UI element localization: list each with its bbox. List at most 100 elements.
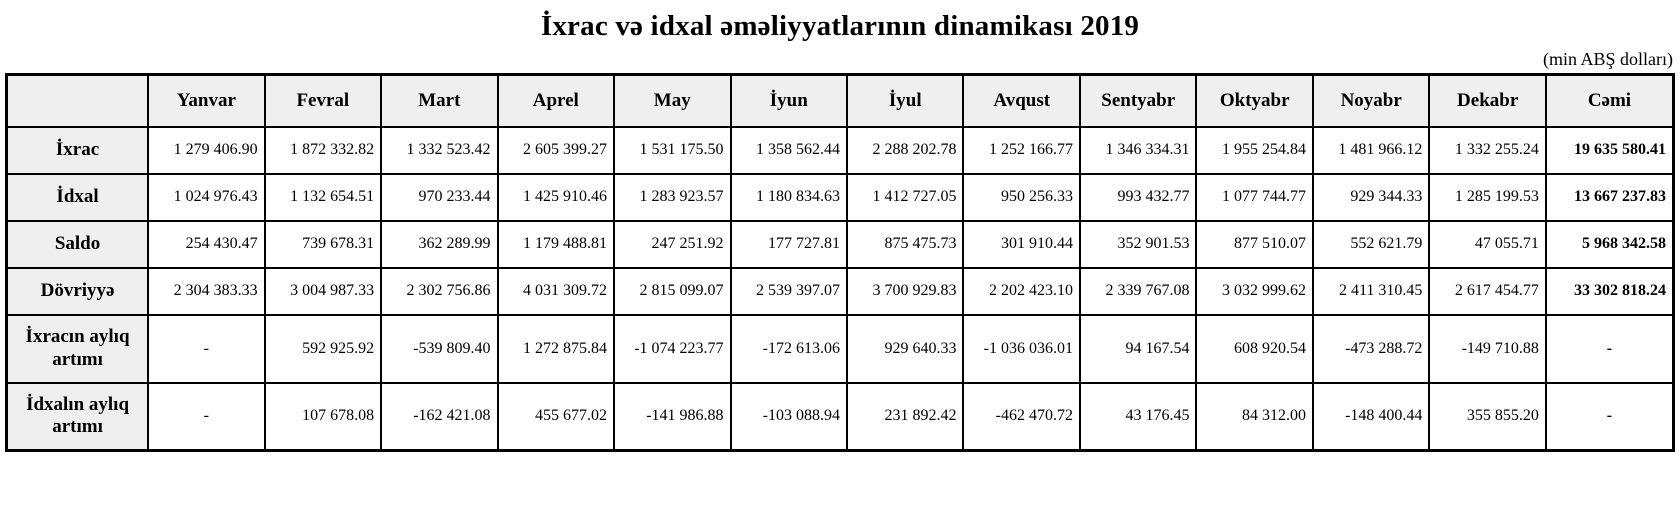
value-cell: 3 032 999.62 [1195, 266, 1314, 316]
value-cell: 877 510.07 [1195, 219, 1314, 269]
value-cell: 2 202 423.10 [962, 266, 1081, 316]
value-cell: -172 613.06 [729, 313, 849, 384]
column-header: Cəmi [1544, 73, 1675, 128]
total-cell: - [1544, 313, 1675, 384]
value-cell: -141 986.88 [613, 381, 732, 452]
table-row: İdxal 1 024 976.43 1 132 654.51 970 233.44 1… [5, 172, 1675, 222]
value-cell: 1 180 834.63 [729, 172, 849, 222]
column-header: Avqust [962, 73, 1081, 128]
value-cell: 1 332 523.42 [380, 125, 499, 175]
value-cell: 2 815 099.07 [613, 266, 732, 316]
value-cell: 929 344.33 [1311, 172, 1431, 222]
value-cell: 107 678.08 [263, 381, 383, 452]
row-label: Dövriyyə [5, 266, 150, 316]
row-label: İxracın aylıq artımı [5, 313, 150, 384]
total-cell: 19 635 580.41 [1544, 125, 1675, 175]
table-row: Dövriyyə 2 304 383.33 3 004 987.33 2 302 75… [5, 266, 1675, 316]
header-row: Yanvar Fevral Mart Aprel May İyun İyul Avqust Se… [5, 73, 1675, 128]
value-cell: 739 678.31 [263, 219, 383, 269]
column-header: Yanvar [147, 73, 266, 128]
value-cell: -103 088.94 [729, 381, 849, 452]
value-cell: 1 077 744.77 [1195, 172, 1314, 222]
value-cell: -539 809.40 [380, 313, 499, 384]
value-cell: 3 700 929.83 [845, 266, 965, 316]
page-title: İxrac və idxal əməliyyatlarının dinamika… [540, 10, 1140, 42]
value-cell: 1 531 175.50 [613, 125, 732, 175]
value-cell: 1 132 654.51 [263, 172, 383, 222]
value-cell: 592 925.92 [263, 313, 383, 384]
value-cell: 1 872 332.82 [263, 125, 383, 175]
value-cell: 4 031 309.72 [496, 266, 616, 316]
value-cell: 177 727.81 [729, 219, 849, 269]
page: İxrac və idxal əməliyyatlarının dinamika… [5, 10, 1675, 452]
column-header: Oktyabr [1195, 73, 1314, 128]
value-cell: -1 036 036.01 [962, 313, 1081, 384]
value-cell: -473 288.72 [1311, 313, 1431, 384]
value-cell: 1 252 166.77 [962, 125, 1081, 175]
column-header: Aprel [496, 73, 616, 128]
column-header: Dekabr [1428, 73, 1547, 128]
value-cell: 231 892.42 [845, 381, 965, 452]
value-cell: -162 421.08 [380, 381, 499, 452]
value-cell: -462 470.72 [962, 381, 1081, 452]
value-cell: 2 339 767.08 [1078, 266, 1198, 316]
table-body: İxrac 1 279 406.90 1 872 332.82 1 332 523.4… [5, 125, 1675, 452]
table-row: İdxalın aylıq artımı -107 678.08 -162 421.… [5, 381, 1675, 452]
value-cell: 301 910.44 [962, 219, 1081, 269]
value-cell: 43 176.45 [1078, 381, 1198, 452]
column-header: İyun [729, 73, 849, 128]
column-header: İyul [845, 73, 965, 128]
value-cell: 993 432.77 [1078, 172, 1198, 222]
value-cell: 2 605 399.27 [496, 125, 616, 175]
corner-cell [5, 73, 150, 128]
unit-note: (min ABŞ dolları) [1543, 49, 1673, 69]
value-cell: 1 024 976.43 [147, 172, 266, 222]
column-header: Noyabr [1311, 73, 1431, 128]
value-cell: 1 272 875.84 [496, 313, 616, 384]
value-cell: 94 167.54 [1078, 313, 1198, 384]
value-cell: 2 411 310.45 [1311, 266, 1431, 316]
value-cell: 1 955 254.84 [1195, 125, 1314, 175]
value-cell: 3 004 987.33 [263, 266, 383, 316]
value-cell: 1 279 406.90 [147, 125, 266, 175]
row-label: Saldo [5, 219, 150, 269]
value-cell: 2 288 202.78 [845, 125, 965, 175]
value-cell: 455 677.02 [496, 381, 616, 452]
table-row: İxracın aylıq artımı - 592 925.92 -539 809.… [5, 313, 1675, 384]
column-header: Sentyabr [1078, 73, 1198, 128]
row-label: İdxalın aylıq artımı [5, 381, 150, 452]
value-cell: -149 710.88 [1428, 313, 1547, 384]
value-cell: 1 285 199.53 [1428, 172, 1547, 222]
value-cell: 2 302 756.86 [380, 266, 499, 316]
value-cell: 254 430.47 [147, 219, 266, 269]
total-cell: - [1544, 381, 1675, 452]
total-cell: 33 302 818.24 [1544, 266, 1675, 316]
value-cell: 552 621.79 [1311, 219, 1431, 269]
table-row: İxrac 1 279 406.90 1 872 332.82 1 332 523.4… [5, 125, 1675, 175]
value-cell: 362 289.99 [380, 219, 499, 269]
value-cell: -1 074 223.77 [613, 313, 732, 384]
value-cell: - [147, 381, 266, 452]
value-cell: 84 312.00 [1195, 381, 1314, 452]
column-header: May [613, 73, 732, 128]
value-cell: 1 358 562.44 [729, 125, 849, 175]
total-cell: 13 667 237.83 [1544, 172, 1675, 222]
value-cell: 1 481 966.12 [1311, 125, 1431, 175]
value-cell: 2 304 383.33 [147, 266, 266, 316]
value-cell: 2 617 454.77 [1428, 266, 1547, 316]
value-cell: 1 412 727.05 [845, 172, 965, 222]
value-cell: 1 283 923.57 [613, 172, 732, 222]
value-cell: 875 475.73 [845, 219, 965, 269]
value-cell: 929 640.33 [845, 313, 965, 384]
row-label: İdxal [5, 172, 150, 222]
value-cell: 355 855.20 [1428, 381, 1547, 452]
row-label: İxrac [5, 125, 150, 175]
value-cell: 1 425 910.46 [496, 172, 616, 222]
value-cell: -148 400.44 [1311, 381, 1431, 452]
table-header: Yanvar Fevral Mart Aprel May İyun İyul Avqust Se… [5, 73, 1675, 128]
column-header: Mart [380, 73, 499, 128]
value-cell: 950 256.33 [962, 172, 1081, 222]
value-cell: 2 539 397.07 [729, 266, 849, 316]
data-table: Yanvar Fevral Mart Aprel May İyun İyul Avqust Se… [5, 73, 1675, 452]
value-cell: 47 055.71 [1428, 219, 1547, 269]
